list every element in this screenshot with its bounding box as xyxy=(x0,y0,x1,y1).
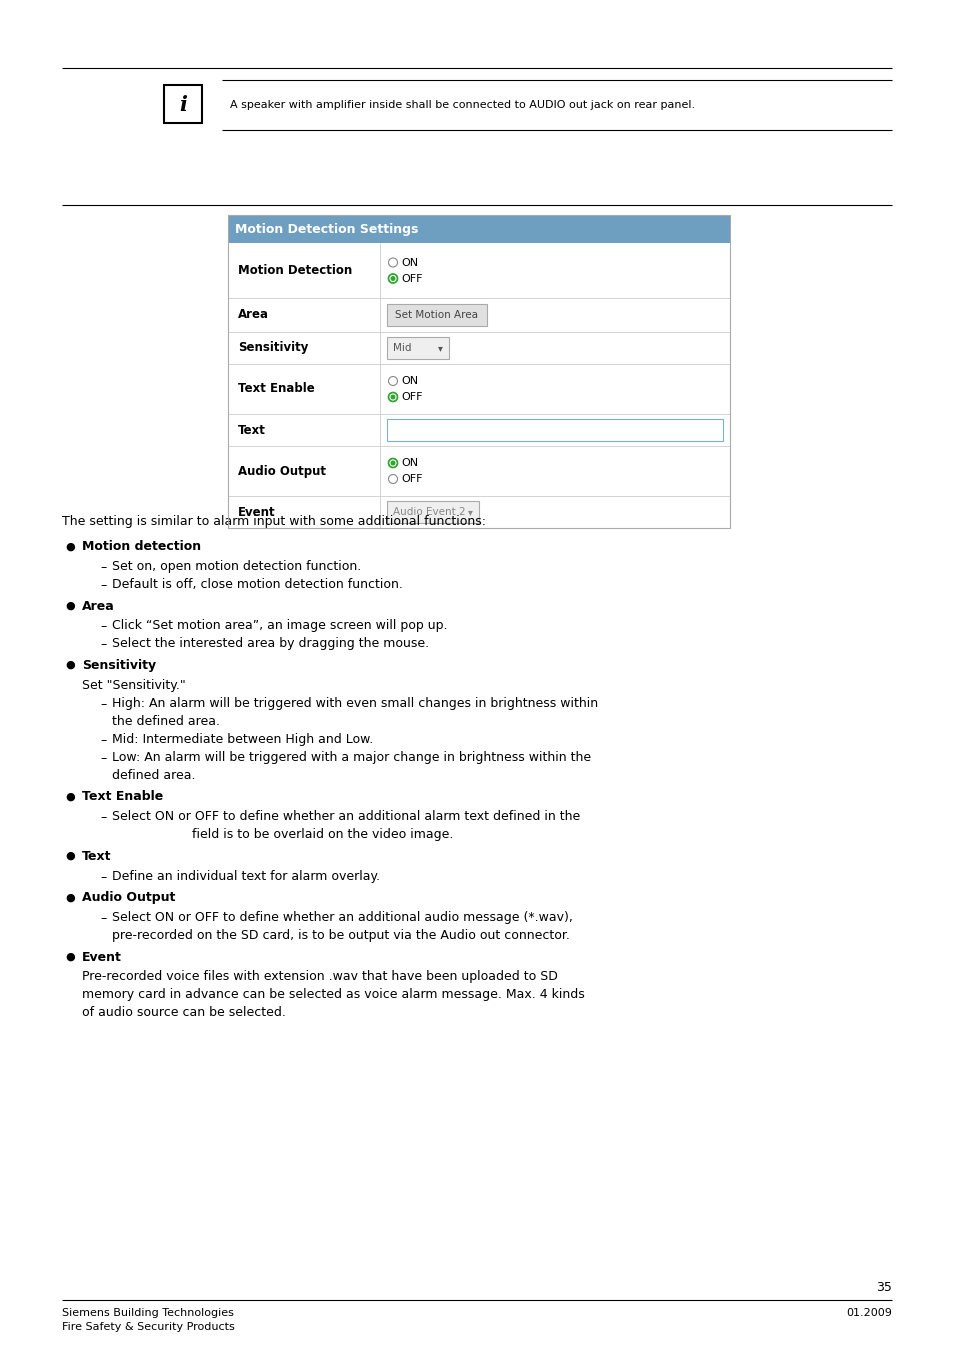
Text: Text Enable: Text Enable xyxy=(82,790,163,803)
Text: Pre-recorded voice files with extension .wav that have been uploaded to SD: Pre-recorded voice files with extension … xyxy=(82,971,558,983)
Text: Set "Sensitivity.": Set "Sensitivity." xyxy=(82,679,186,691)
Text: Text: Text xyxy=(237,424,266,436)
Text: OFF: OFF xyxy=(400,474,422,485)
Text: the defined area.: the defined area. xyxy=(112,714,220,728)
Text: –: – xyxy=(100,752,106,765)
Text: –: – xyxy=(100,871,106,884)
Text: defined area.: defined area. xyxy=(112,768,195,782)
Text: –: – xyxy=(100,734,106,747)
Circle shape xyxy=(388,459,397,467)
Text: –: – xyxy=(100,579,106,593)
Bar xyxy=(228,215,729,528)
Text: Siemens Building Technologies: Siemens Building Technologies xyxy=(62,1308,233,1318)
Circle shape xyxy=(390,394,395,400)
Text: OFF: OFF xyxy=(400,392,422,402)
Text: OFF: OFF xyxy=(400,274,422,284)
Text: Select ON or OFF to define whether an additional audio message (*.wav),: Select ON or OFF to define whether an ad… xyxy=(112,911,572,923)
Circle shape xyxy=(388,274,397,284)
FancyBboxPatch shape xyxy=(387,338,449,359)
Text: ●: ● xyxy=(65,952,74,961)
Text: Fire Safety & Security Products: Fire Safety & Security Products xyxy=(62,1322,234,1332)
Text: Motion Detection: Motion Detection xyxy=(237,265,352,277)
Text: ●: ● xyxy=(65,850,74,861)
Text: Default is off, close motion detection function.: Default is off, close motion detection f… xyxy=(112,578,402,591)
Circle shape xyxy=(388,258,397,267)
FancyBboxPatch shape xyxy=(387,304,486,325)
Text: Audio Output: Audio Output xyxy=(82,891,175,904)
Text: Low: An alarm will be triggered with a major change in brightness within the: Low: An alarm will be triggered with a m… xyxy=(112,751,591,764)
Text: Sensitivity: Sensitivity xyxy=(237,342,308,355)
Text: Motion Detection Settings: Motion Detection Settings xyxy=(234,223,418,235)
Text: Area: Area xyxy=(82,599,114,613)
Circle shape xyxy=(390,460,395,466)
Text: –: – xyxy=(100,811,106,825)
Text: ON: ON xyxy=(400,458,417,468)
Text: –: – xyxy=(100,621,106,633)
Text: Select ON or OFF to define whether an additional alarm text defined in the: Select ON or OFF to define whether an ad… xyxy=(112,810,579,824)
Text: memory card in advance can be selected as voice alarm message. Max. 4 kinds: memory card in advance can be selected a… xyxy=(82,988,584,1002)
Text: Mid: Intermediate between High and Low.: Mid: Intermediate between High and Low. xyxy=(112,733,373,745)
Text: Audio Output: Audio Output xyxy=(237,464,326,478)
FancyBboxPatch shape xyxy=(387,418,722,441)
Text: Event: Event xyxy=(82,950,122,964)
Text: Motion detection: Motion detection xyxy=(82,540,201,553)
Text: ON: ON xyxy=(400,377,417,386)
Text: Select the interested area by dragging the mouse.: Select the interested area by dragging t… xyxy=(112,637,429,651)
Text: of audio source can be selected.: of audio source can be selected. xyxy=(82,1006,286,1019)
Text: ●: ● xyxy=(65,541,74,551)
Circle shape xyxy=(388,377,397,386)
Text: Define an individual text for alarm overlay.: Define an individual text for alarm over… xyxy=(112,869,379,883)
Text: ●: ● xyxy=(65,791,74,802)
Text: ●: ● xyxy=(65,892,74,902)
Text: ▾: ▾ xyxy=(437,343,442,352)
FancyBboxPatch shape xyxy=(164,85,202,123)
Text: ●: ● xyxy=(65,660,74,670)
Text: Audio Event 2: Audio Event 2 xyxy=(393,508,465,517)
Text: Set Motion Area: Set Motion Area xyxy=(395,310,478,320)
Circle shape xyxy=(390,275,395,281)
Text: Sensitivity: Sensitivity xyxy=(82,659,156,672)
Text: field is to be overlaid on the video image.: field is to be overlaid on the video ima… xyxy=(192,828,453,841)
Circle shape xyxy=(388,393,397,401)
Text: –: – xyxy=(100,562,106,574)
FancyBboxPatch shape xyxy=(387,501,478,522)
Text: –: – xyxy=(100,698,106,711)
Bar xyxy=(228,215,729,528)
Text: Text Enable: Text Enable xyxy=(237,382,314,396)
Text: Set on, open motion detection function.: Set on, open motion detection function. xyxy=(112,560,361,572)
Text: Area: Area xyxy=(237,309,269,321)
Text: A speaker with amplifier inside shall be connected to AUDIO out jack on rear pan: A speaker with amplifier inside shall be… xyxy=(230,100,695,109)
Text: i: i xyxy=(179,95,187,115)
Text: 35: 35 xyxy=(875,1281,891,1295)
Text: –: – xyxy=(100,639,106,652)
Bar xyxy=(228,215,729,243)
Text: ●: ● xyxy=(65,601,74,610)
Text: Click “Set motion area”, an image screen will pop up.: Click “Set motion area”, an image screen… xyxy=(112,620,447,632)
Text: ▾: ▾ xyxy=(467,508,472,517)
Text: 01.2009: 01.2009 xyxy=(845,1308,891,1318)
Text: ON: ON xyxy=(400,258,417,267)
Text: –: – xyxy=(100,913,106,925)
Text: Mid: Mid xyxy=(393,343,411,352)
Text: The setting is similar to alarm input with some additional functions:: The setting is similar to alarm input wi… xyxy=(62,514,485,528)
Text: Text: Text xyxy=(82,849,112,863)
Circle shape xyxy=(388,474,397,483)
Text: Event: Event xyxy=(237,505,275,518)
Text: High: An alarm will be triggered with even small changes in brightness within: High: An alarm will be triggered with ev… xyxy=(112,697,598,710)
Text: pre-recorded on the SD card, is to be output via the Audio out connector.: pre-recorded on the SD card, is to be ou… xyxy=(112,929,569,942)
